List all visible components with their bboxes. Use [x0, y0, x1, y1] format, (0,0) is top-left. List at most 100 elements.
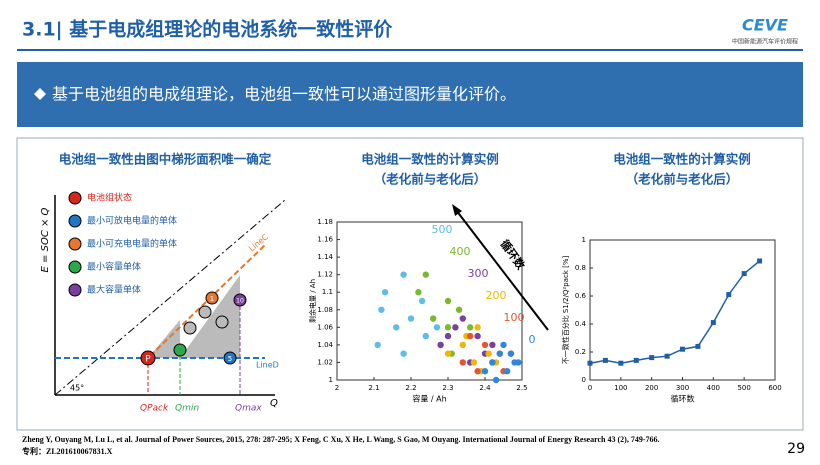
legend-label: 最小容量单体 [87, 261, 141, 273]
content-box [16, 137, 804, 431]
marker [649, 355, 655, 361]
marker [680, 346, 685, 352]
point [437, 341, 444, 349]
point [444, 350, 452, 357]
x-tick-label: 300 [676, 384, 689, 392]
point [474, 324, 481, 331]
point [459, 359, 466, 366]
diagonal [54, 199, 286, 396]
point [418, 297, 426, 305]
point [485, 350, 492, 357]
diagram-title: 电池组一致性由图中梯形面积唯一确定 [59, 152, 272, 167]
x-axis-label: 容量 / Ah [412, 394, 446, 404]
arrow [455, 209, 549, 331]
y-tick-label: 1.14 [317, 253, 333, 261]
legend-label: 最大容量单体 [87, 284, 141, 296]
legend-label: 300 [468, 267, 489, 280]
legend-dot [68, 214, 82, 228]
point [481, 341, 489, 349]
point [393, 324, 400, 331]
legend-label: 最小可充电电量的单体 [87, 238, 177, 250]
legend-label: 400 [450, 245, 471, 258]
line [589, 260, 761, 364]
cell [215, 315, 229, 329]
x-tick-label: 500 [737, 384, 750, 392]
y-tick-label: 1.02 [317, 358, 333, 366]
marker [726, 292, 732, 298]
chart-title: 电池组一致性的计算实例 [613, 152, 751, 167]
marker [741, 271, 747, 277]
x-tick-label: 2.2 [405, 384, 416, 392]
point [489, 359, 496, 366]
point [444, 297, 452, 305]
point [374, 341, 381, 349]
x-tick-label: 100 [614, 384, 627, 392]
legend-label: 500 [432, 223, 453, 236]
point [378, 306, 385, 313]
point [500, 341, 507, 349]
legend-label: 100 [504, 311, 525, 324]
cell [198, 305, 212, 319]
y-axis-label: 不一致性百分比 S1/2/Q²pack [%] [561, 255, 570, 364]
point [459, 341, 466, 349]
marker [618, 360, 624, 366]
y-axis-label: 剩余电量 / Ah [308, 279, 317, 323]
cell-label: 10 [236, 298, 244, 305]
marker [633, 357, 639, 363]
chart-subtitle: （老化前与老化后） [374, 172, 487, 187]
legend-dot [68, 191, 82, 205]
cell [173, 343, 187, 357]
point [474, 368, 481, 375]
marker [602, 357, 608, 363]
y-tick-label: 1.08 [317, 306, 333, 314]
y-tick-label: 1.1 [322, 288, 333, 296]
cell [233, 293, 247, 307]
logo: CEVE [742, 16, 788, 35]
x-tick-label: 2.5 [516, 384, 527, 392]
point [444, 332, 452, 340]
legend-dot [68, 283, 82, 297]
cell [223, 351, 237, 365]
pack-mark: P [145, 355, 151, 365]
x-tick-label: 0 [588, 384, 592, 392]
marker [664, 353, 670, 359]
q-min: Qmin [175, 404, 199, 414]
point [496, 350, 503, 357]
y-tick-label: 1.06 [317, 323, 333, 331]
legend-label: 电池组状态 [87, 192, 132, 204]
point [470, 359, 478, 366]
point [455, 306, 463, 313]
point [459, 315, 466, 322]
legend-dot [68, 260, 82, 274]
point [467, 324, 474, 331]
x-tick-label: 2.1 [368, 384, 379, 392]
angle: 45° [70, 384, 84, 393]
q-max: Qmax [235, 404, 262, 414]
pack-point [140, 350, 156, 366]
y-tick-label: 1 [582, 236, 586, 244]
y-tick-label: 1.04 [317, 341, 333, 349]
page-number: 29 [787, 441, 805, 457]
cell-label: 5 [228, 355, 232, 363]
y-tick-label: 0.8 [575, 264, 586, 272]
banner-text: 基于电池组的电成组理论，电池组一致性可以通过图形量化评价。 [52, 85, 516, 104]
x-tick-label: 400 [707, 384, 720, 392]
references: Zheng Y, Ouyang M, Lu L, et al. Journal … [22, 435, 660, 444]
point [422, 271, 429, 278]
point [489, 341, 496, 349]
y-tick-label: 1.12 [317, 271, 333, 279]
q-pack: QPack [140, 404, 169, 414]
patent: 专利：ZL201610067831.X [22, 446, 113, 456]
slide-title: 3.1| 基于电成组理论的电池系统一致性评价 [22, 18, 393, 41]
y-tick-label: 1.18 [317, 218, 333, 226]
cell [183, 321, 197, 335]
point [444, 324, 452, 331]
x-tick-label: 200 [645, 384, 658, 392]
point [504, 368, 511, 375]
arrow-head [452, 204, 462, 216]
logo-sub: 中国新能源汽车评价规程 [732, 38, 798, 46]
x-tick-label: 2.3 [442, 384, 453, 392]
point [422, 332, 429, 340]
x-tick-label: 2.4 [479, 384, 491, 392]
